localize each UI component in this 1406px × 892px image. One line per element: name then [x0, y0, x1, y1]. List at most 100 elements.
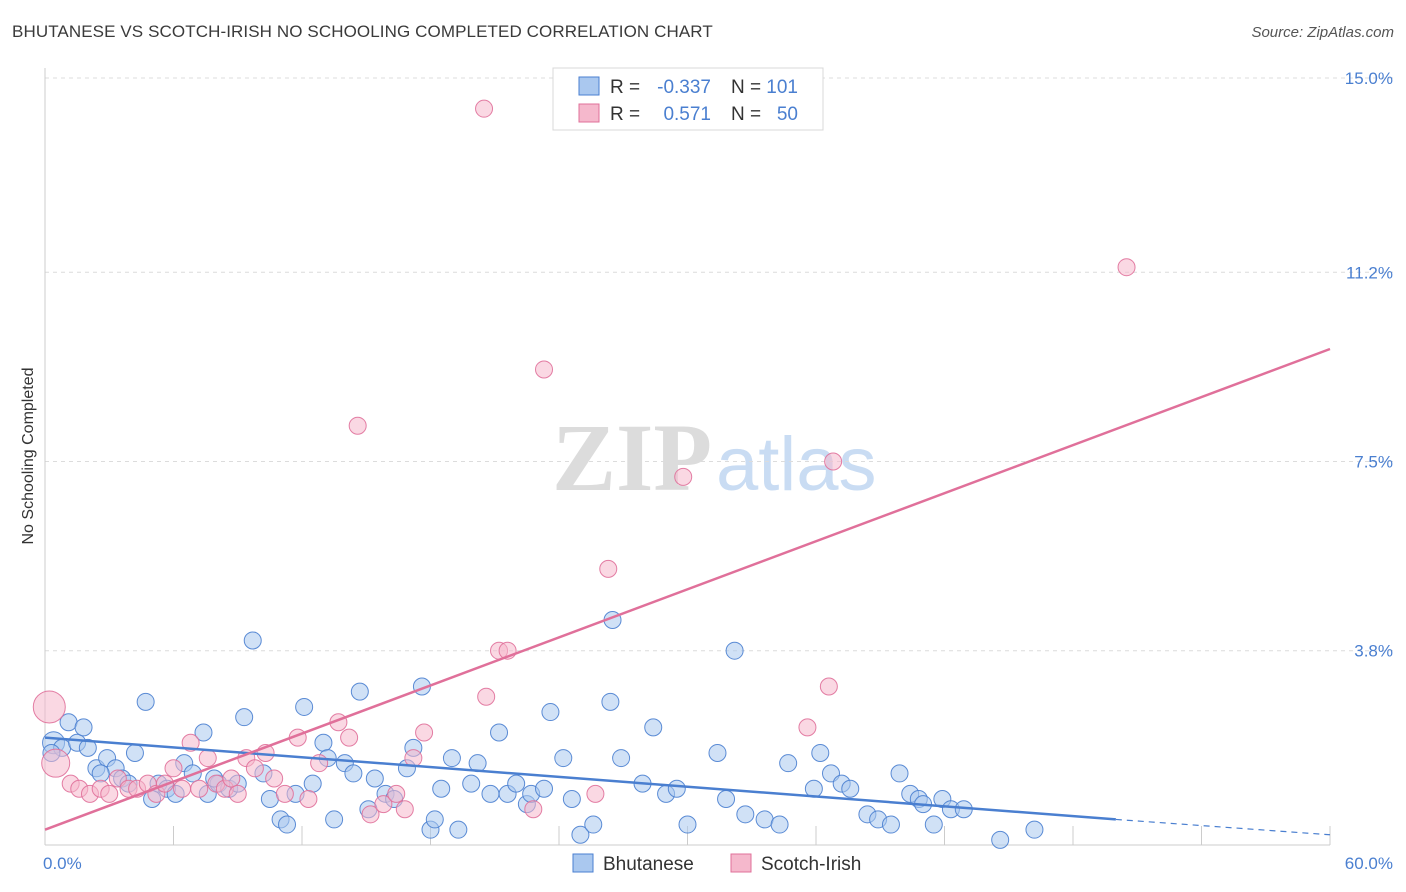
scotch-irish-point [535, 360, 554, 379]
legend-r-value: -0.337 [657, 77, 711, 98]
watermark: ZIP atlas [552, 404, 877, 511]
bhutanese-point [811, 743, 830, 762]
bhutanese-point [425, 810, 444, 829]
y-tick-label: 3.8% [1354, 642, 1393, 661]
bhutanese-point [481, 784, 500, 803]
scotch-irish-point [228, 784, 247, 803]
bhutanese-point [601, 692, 620, 711]
bhutanese-point [314, 733, 333, 752]
bhutanese-point [770, 815, 789, 834]
legend-bottom-label-bhutanese: Bhutanese [603, 854, 694, 875]
legend-swatch-scotch-irish [578, 103, 600, 123]
legend-n-value: 101 [766, 77, 798, 98]
bhutanese-point [554, 749, 573, 768]
bhutanese-point [125, 743, 144, 762]
bhutanese-point [991, 830, 1010, 849]
scotch-irish-point [164, 759, 183, 778]
bhutanese-point [243, 631, 262, 650]
bhutanese-point [644, 718, 663, 737]
source-label: Source: ZipAtlas.com [1251, 24, 1394, 41]
bhutanese-point [442, 749, 461, 768]
bhutanese-point [881, 815, 900, 834]
legend-r-label: R = [610, 104, 640, 125]
scotch-irish-point [41, 748, 71, 778]
scotch-irish-point [198, 749, 217, 768]
scotch-irish-point [674, 467, 693, 486]
scotch-irish-point [395, 800, 414, 819]
scotch-irish-trend-line [44, 347, 1331, 831]
bhutanese-point [344, 764, 363, 783]
bhutanese-point [74, 718, 93, 737]
scotch-irish-point [173, 779, 192, 798]
scotch-irish-point [1117, 258, 1136, 277]
scotch-irish-point [387, 784, 406, 803]
x-tick-label: 60.0% [1345, 854, 1393, 873]
bhutanese-point [194, 723, 213, 742]
bhutanese-point [571, 825, 590, 844]
bhutanese-point [91, 764, 110, 783]
bhutanese-point [890, 764, 909, 783]
scotch-irish-point [361, 805, 380, 824]
watermark-atlas: atlas [716, 422, 877, 507]
scotch-irish-point [477, 687, 496, 706]
bhutanese-trend-line [44, 736, 1116, 821]
bhutanese-point [725, 641, 744, 660]
legend-bottom-label-scotch-irish: Scotch-Irish [761, 854, 861, 875]
scotch-irish-point [824, 452, 843, 471]
y-tick-label: 7.5% [1354, 453, 1393, 472]
bhutanese-point [350, 682, 369, 701]
y-tick-labels: 3.8% 7.5% 11.2% 15.0% [1345, 69, 1393, 661]
y-tick-label: 11.2% [1346, 263, 1393, 282]
bhutanese-point [365, 769, 384, 788]
scotch-irish-point [340, 728, 359, 747]
bhutanese-point [667, 779, 686, 798]
legend-n-label: N = [731, 77, 761, 98]
bhutanese-point [717, 789, 736, 808]
bhutanese-point [924, 815, 943, 834]
scotch-irish-point [348, 416, 367, 435]
scotch-irish-point [374, 795, 393, 814]
scotch-irish-point [798, 718, 817, 737]
legend-swatch-bhutanese [578, 76, 600, 96]
series-bhutanese [42, 611, 1044, 849]
bhutanese-point [490, 723, 509, 742]
scotch-irish-point [819, 677, 838, 696]
bhutanese-point [841, 779, 860, 798]
scotch-irish-point [222, 769, 241, 788]
scotch-irish-point [299, 789, 318, 808]
bhutanese-point [235, 708, 254, 727]
scotch-irish-point [599, 559, 618, 578]
bhutanese-point [303, 774, 322, 793]
bhutanese-point [260, 789, 279, 808]
x-tick-labels: 0.0% 60.0% [43, 854, 1393, 873]
grid [45, 77, 1395, 652]
bhutanese-point [295, 697, 314, 716]
bhutanese-point [507, 774, 526, 793]
bhutanese-point [136, 692, 155, 711]
bhutanese-point [1025, 820, 1044, 839]
scotch-irish-point [100, 784, 119, 803]
scotch-irish-point [475, 99, 494, 118]
legend-n-label: N = [731, 104, 761, 125]
watermark-zip: ZIP [552, 404, 712, 511]
legend-r-value: 0.571 [663, 104, 711, 125]
bhutanese-point [78, 738, 97, 757]
scotch-irish-point [404, 749, 423, 768]
bhutanese-point [462, 774, 481, 793]
bhutanese-point [755, 810, 774, 829]
bhutanese-trend-extension [1115, 818, 1331, 836]
scotch-irish-point [415, 723, 434, 742]
bhutanese-point [736, 805, 755, 824]
legend-stats: R = -0.337 N = 101 R = 0.571 N = 50 [552, 67, 824, 131]
bhutanese-point [562, 789, 581, 808]
x-tick-label: 0.0% [43, 854, 82, 873]
chart-title: BHUTANESE VS SCOTCH-IRISH NO SCHOOLING C… [12, 22, 713, 41]
bhutanese-point [278, 815, 297, 834]
bhutanese-point [612, 749, 631, 768]
bhutanese-point [541, 703, 560, 722]
scotch-irish-point [190, 779, 209, 798]
bhutanese-point [779, 754, 798, 773]
scotch-irish-point [181, 733, 200, 752]
legend-r-label: R = [610, 77, 640, 98]
